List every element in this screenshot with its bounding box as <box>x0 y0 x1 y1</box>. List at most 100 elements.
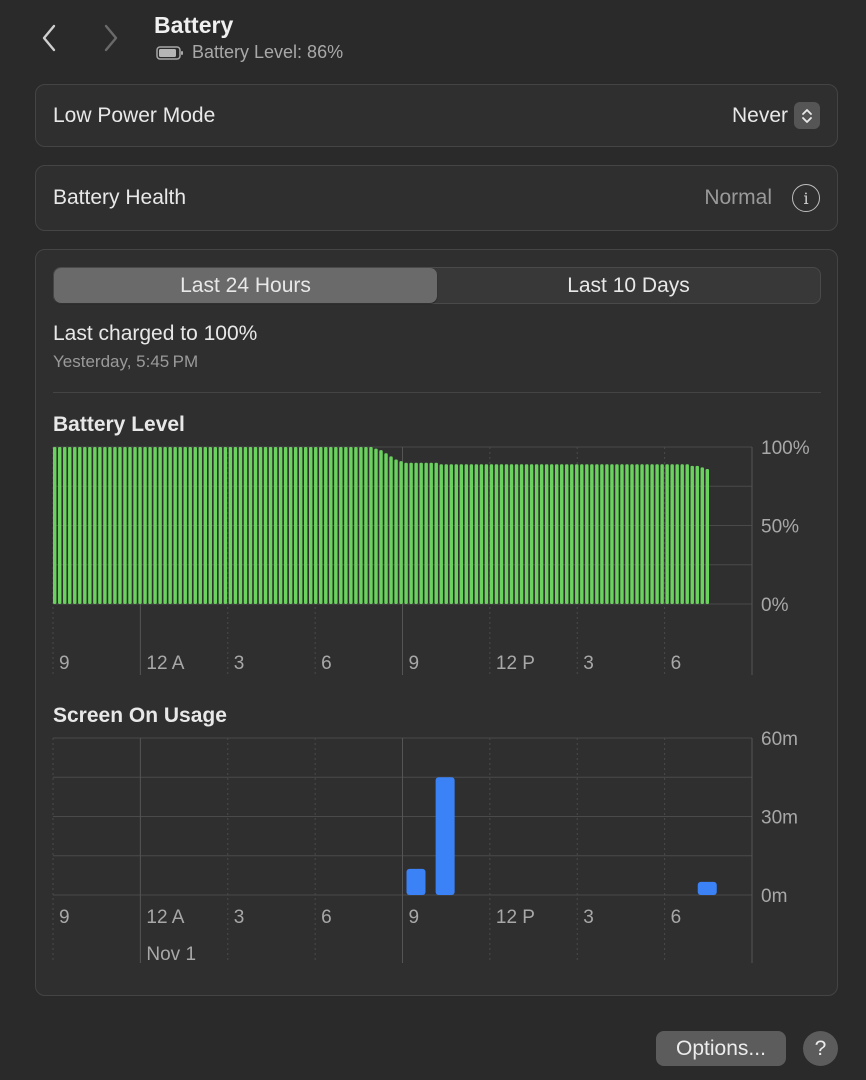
battery-level-bar <box>434 462 438 604</box>
battery-level-bar <box>283 447 288 604</box>
battery-level-bar <box>484 464 489 604</box>
y-tick-label: 0m <box>761 886 787 907</box>
battery-level-bar <box>700 467 704 604</box>
battery-level-bar <box>98 447 102 604</box>
battery-level-bar <box>605 464 609 604</box>
battery-level-bar <box>243 447 248 604</box>
help-button[interactable]: ? <box>803 1031 838 1066</box>
battery-level-bar <box>645 464 649 604</box>
last-charged-time: Yesterday, 5:45 PM <box>53 352 199 371</box>
battery-level-bar <box>113 447 117 604</box>
y-tick-label: 30m <box>761 808 798 829</box>
options-button[interactable]: Options... <box>656 1031 786 1066</box>
battery-level-bar <box>514 464 519 604</box>
battery-level-bar <box>409 462 413 604</box>
battery-level-bar <box>600 464 604 604</box>
battery-level-bar <box>524 464 529 604</box>
battery-level-bar <box>494 464 499 604</box>
battery-level-bar <box>680 464 684 604</box>
y-tick-label: 0% <box>761 595 789 616</box>
battery-level-bar <box>223 447 228 604</box>
battery-level-bar <box>193 447 197 604</box>
info-icon[interactable]: i <box>792 184 820 212</box>
tab-last-24-hours[interactable]: Last 24 Hours <box>54 268 437 303</box>
battery-level-bar <box>364 447 368 604</box>
battery-level-bar <box>565 464 569 604</box>
chevron-up-down-icon <box>794 102 820 129</box>
battery-level-bar <box>690 465 694 604</box>
screen-on-usage-bar <box>435 777 455 895</box>
battery-level-bar <box>133 447 137 604</box>
battery-level-bar <box>635 464 639 604</box>
x-tick-label: 12 P <box>496 653 535 674</box>
battery-level-bar <box>660 464 664 604</box>
battery-history-panel: Last 24 Hours Last 10 Days Last charged … <box>35 249 838 996</box>
x-tick-label: 12 A <box>146 907 184 928</box>
battery-level-bar <box>288 447 293 604</box>
x-tick-label: 3 <box>234 653 245 674</box>
battery-level-text: Battery Level: 86% <box>192 42 344 62</box>
battery-level-bar <box>474 464 479 604</box>
low-power-mode-select[interactable]: Never <box>732 102 820 129</box>
battery-level-bar <box>273 447 278 604</box>
forward-button[interactable] <box>96 20 126 56</box>
battery-level-bar <box>53 447 57 604</box>
battery-level-bar <box>529 464 534 604</box>
battery-level-bar <box>394 459 398 604</box>
screen-on-usage-chart-title: Screen On Usage <box>53 704 227 727</box>
battery-level-bar <box>539 464 544 604</box>
battery-level-bar <box>293 447 298 604</box>
battery-level-bar <box>359 447 363 604</box>
battery-level-bar <box>625 464 629 604</box>
battery-level-bar <box>499 464 504 604</box>
chevron-left-icon <box>42 24 56 52</box>
battery-level-bar <box>108 447 112 604</box>
divider <box>53 392 821 393</box>
time-range-segmented-control: Last 24 Hours Last 10 Days <box>53 267 821 304</box>
battery-level-bar <box>534 464 539 604</box>
battery-level-bar <box>334 447 338 604</box>
battery-level-bar <box>555 464 559 604</box>
screen-on-usage-bar <box>406 868 426 895</box>
battery-level-bar <box>143 447 147 604</box>
battery-level-bar <box>650 464 654 604</box>
x-tick-label: 9 <box>59 653 70 674</box>
x-tick-label: 3 <box>583 653 594 674</box>
battery-level-bar <box>655 464 659 604</box>
battery-level-bar <box>354 447 358 604</box>
battery-level-bar <box>319 447 323 604</box>
chevron-right-icon <box>104 24 118 52</box>
screen-on-usage-bar <box>697 881 717 895</box>
battery-level-bar <box>178 447 182 604</box>
battery-level-bar <box>509 464 514 604</box>
battery-level-bar <box>404 462 408 604</box>
battery-level-bar <box>93 447 97 604</box>
battery-level-bar <box>349 447 353 604</box>
battery-level-bar <box>203 447 207 604</box>
battery-level-bar <box>78 447 82 604</box>
low-power-mode-value: Never <box>731 103 788 127</box>
battery-level-bar <box>73 447 77 604</box>
page-title: Battery <box>154 12 234 38</box>
x-tick-label: 3 <box>583 907 594 928</box>
tab-last-10-days[interactable]: Last 10 Days <box>567 273 690 297</box>
x-tick-label: 6 <box>321 907 332 928</box>
back-button[interactable] <box>34 20 64 56</box>
screen-on-usage-chart: 9 12 A 3 6 9 12 P 3 6 60m 30m 0m Nov 1 <box>52 731 798 965</box>
battery-level-bar <box>419 462 423 604</box>
y-tick-label: 50% <box>761 517 799 538</box>
battery-level-bar <box>68 447 72 604</box>
battery-level-bar <box>424 462 428 604</box>
battery-level-bar <box>549 464 554 604</box>
battery-level-bar <box>103 447 107 604</box>
battery-level-chart: 9 12 A 3 6 9 12 P 3 6 100% 50% 0% <box>52 440 810 675</box>
battery-level-bar <box>519 464 524 604</box>
battery-level-bar <box>640 464 644 604</box>
battery-level-bar <box>324 447 328 604</box>
battery-level-bar <box>138 447 142 604</box>
battery-level-bar <box>63 447 67 604</box>
battery-level-bar <box>575 464 579 604</box>
battery-level-bar <box>128 447 132 604</box>
battery-level-bar <box>298 447 303 604</box>
battery-level-bar <box>449 464 453 604</box>
